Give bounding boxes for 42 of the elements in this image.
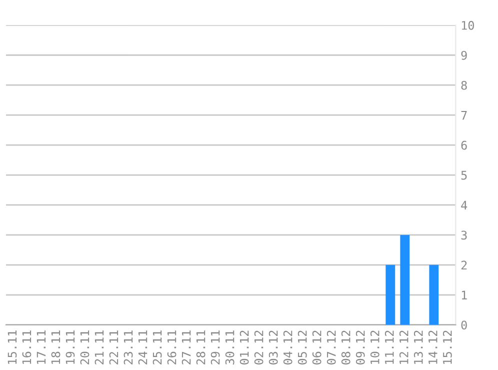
x-tick-label: 18.11 [51, 330, 60, 364]
x-tick-label: 30.11 [225, 330, 234, 364]
x-tick-label: 13.12 [414, 330, 423, 364]
x-tick-label: 28.11 [196, 330, 206, 364]
x-tick-label: 09.12 [356, 330, 365, 364]
x-tick-label: 17.11 [36, 330, 46, 364]
x-tick-label: 10.12 [370, 330, 380, 364]
x-tick-label: 12.12 [399, 330, 408, 364]
y-tick-label: 3 [461, 230, 467, 240]
y-tick-label: 8 [461, 80, 467, 90]
x-tick-label: 21.11 [94, 330, 104, 364]
y-tick-label: 0 [461, 320, 467, 330]
x-tick-label: 23.11 [124, 330, 133, 364]
y-tick-label: 9 [461, 50, 467, 60]
y-tick-label: 2 [461, 260, 467, 270]
x-tick-label: 26.11 [167, 330, 176, 364]
x-tick-label: 29.11 [210, 330, 220, 364]
x-tick-label: 25.11 [152, 330, 162, 364]
x-tick-label: 08.12 [341, 330, 350, 364]
x-tick-label: 04.12 [283, 330, 292, 364]
x-tick-label: 22.11 [109, 330, 118, 364]
x-tick-label: 19.11 [66, 330, 75, 364]
x-tick-label: 07.12 [326, 330, 336, 364]
x-tick-label: 11.12 [384, 330, 394, 364]
x-tick-label: 03.12 [268, 330, 278, 364]
y-tick-label: 6 [461, 140, 467, 150]
x-tick-label: 16.11 [22, 330, 32, 364]
x-tick-label: 14.12 [428, 330, 438, 364]
y-tick-label: 4 [461, 200, 468, 210]
x-tick-label: 05.12 [298, 330, 307, 364]
x-tick-label: 27.11 [182, 330, 191, 364]
y-tick-label: 10 [462, 20, 474, 30]
y-tick-label: 5 [461, 170, 467, 180]
x-tick-label: 02.12 [254, 330, 264, 364]
y-tick-label: 1 [462, 290, 467, 300]
x-tick-label: 24.11 [138, 330, 148, 364]
x-tick-label: 06.12 [312, 330, 322, 364]
x-tick-label: 15.12 [442, 330, 452, 364]
x-tick-label: 01.12 [240, 330, 249, 364]
x-tick-label: 15.11 [8, 330, 17, 364]
y-tick-label: 7 [461, 110, 467, 120]
x-tick-label: 20.11 [80, 330, 90, 364]
